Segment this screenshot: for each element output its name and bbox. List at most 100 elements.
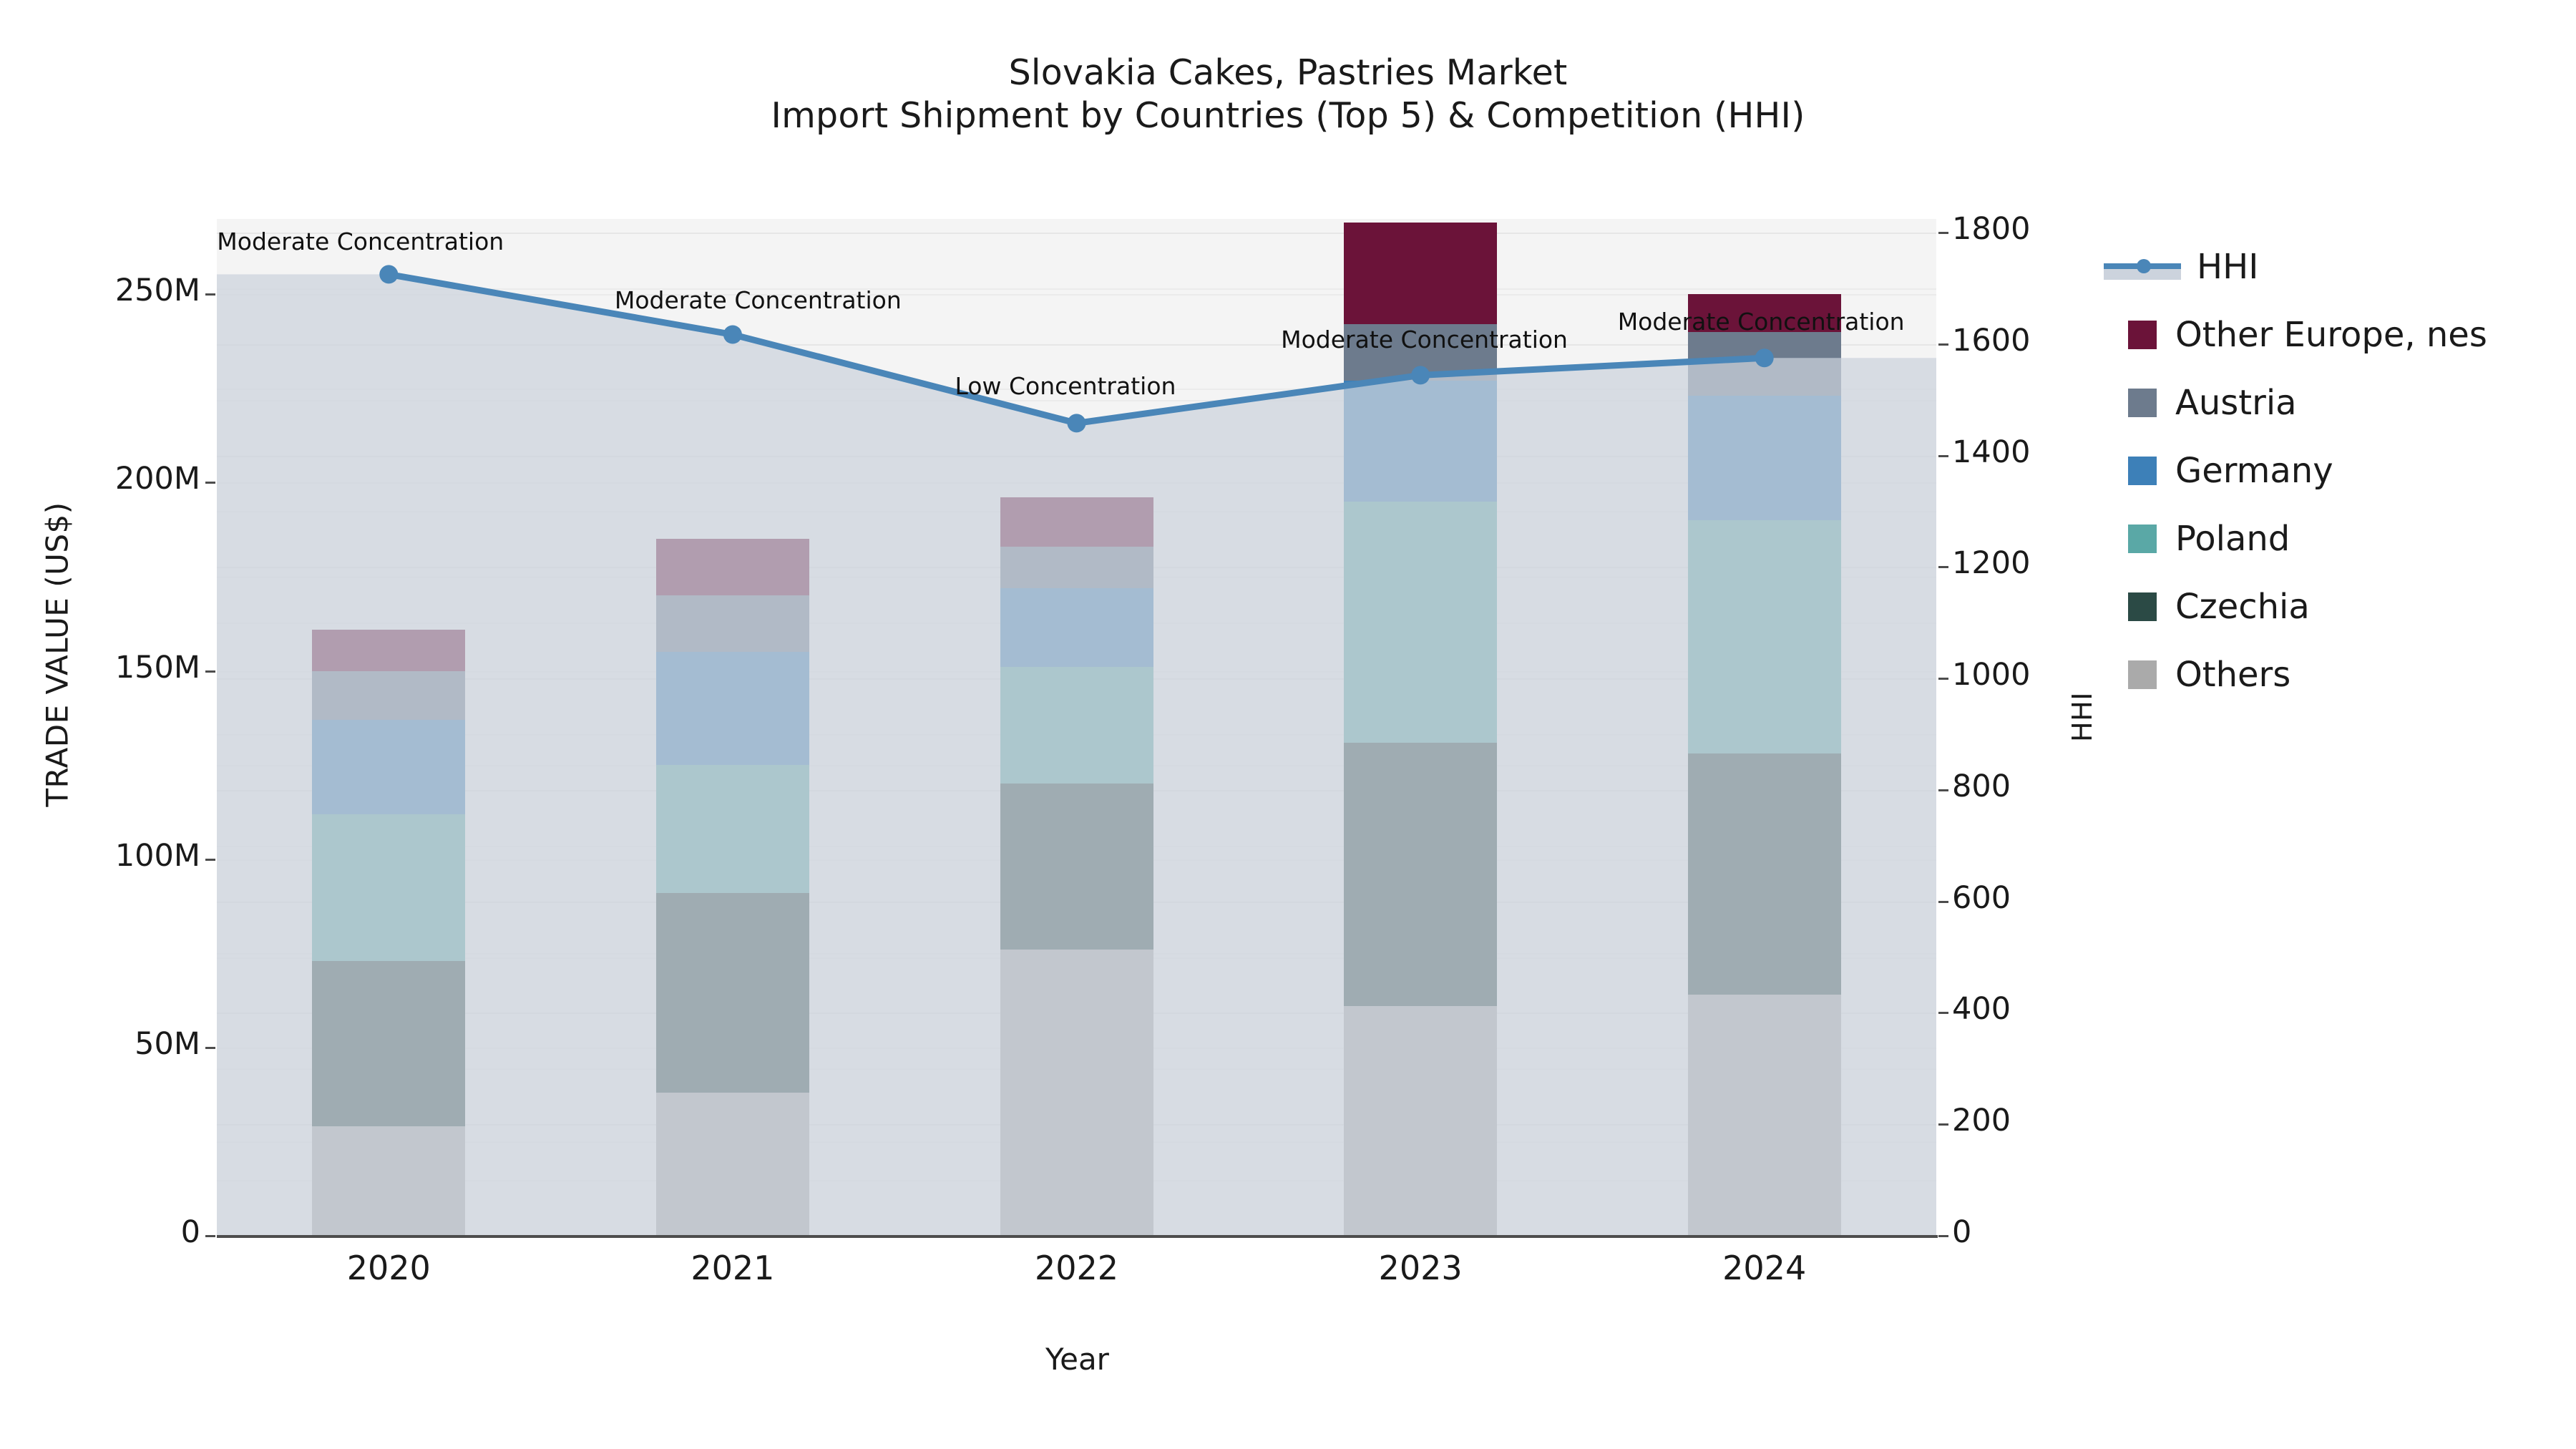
y-axis-right-tick-mark <box>1938 678 1948 680</box>
bar-segment[interactable] <box>655 765 809 894</box>
bar-segment[interactable] <box>1000 784 1153 950</box>
bar-segment[interactable] <box>312 960 466 1127</box>
bar-stack[interactable] <box>312 219 466 1236</box>
bar-segment[interactable] <box>1344 1005 1498 1236</box>
bar-segment[interactable] <box>1687 331 1841 396</box>
legend-item[interactable]: Other Europe, nes <box>2104 301 2562 369</box>
y-axis-right-tick-mark <box>1938 1012 1948 1015</box>
legend-item[interactable]: Austria <box>2104 369 2562 436</box>
bar-stack[interactable] <box>1344 219 1498 1236</box>
y-axis-right-tick-mark <box>1938 1235 1948 1237</box>
legend-color-swatch <box>2128 524 2157 553</box>
y-axis-right-tick-mark <box>1938 900 1948 903</box>
bar-segment[interactable] <box>1000 497 1153 547</box>
legend-item[interactable]: Others <box>2104 640 2562 708</box>
legend-color-swatch <box>2128 660 2157 689</box>
x-axis-tick-label: 2022 <box>1034 1249 1119 1287</box>
bar-segment[interactable] <box>1687 520 1841 754</box>
bar-segment[interactable] <box>655 595 809 653</box>
legend-color-swatch <box>2128 592 2157 621</box>
bar-segment[interactable] <box>1000 546 1153 588</box>
y-axis-left-tick-mark <box>205 1046 215 1049</box>
legend-item-label: Czechia <box>2175 586 2310 627</box>
bar-segment[interactable] <box>312 719 466 814</box>
bar-segment[interactable] <box>312 814 466 961</box>
y-axis-right-tick-label: 400 <box>1952 991 2011 1028</box>
bar-segment[interactable] <box>1344 742 1498 1006</box>
legend-item-label: Germany <box>2175 450 2333 491</box>
y-axis-right-tick-label: 1600 <box>1952 322 2031 358</box>
y-axis-right-tick-mark <box>1938 789 1948 791</box>
y-axis-right-tick-label: 200 <box>1952 1103 2011 1139</box>
legend-item[interactable]: Czechia <box>2104 572 2562 640</box>
y-axis-left-tick-mark <box>205 293 215 296</box>
gridline <box>217 233 1936 234</box>
legend-item-label: Other Europe, nes <box>2175 314 2487 355</box>
concentration-annotation: Moderate Concentration <box>1281 326 1568 353</box>
legend-color-swatch <box>2128 320 2157 349</box>
y-axis-left-tick-label: 250M <box>114 273 200 309</box>
y-axis-right-tick-mark <box>1938 454 1948 457</box>
legend-item-label: Austria <box>2175 382 2297 423</box>
legend: HHI Other Europe, nes Austria Germany Poland… <box>2104 233 2562 708</box>
legend-color-swatch <box>2128 388 2157 417</box>
y-axis-left-tick-mark <box>205 858 215 861</box>
y-axis-left-tick-label: 100M <box>114 837 200 874</box>
bar-segment[interactable] <box>312 670 466 720</box>
bar-segment[interactable] <box>312 1126 466 1236</box>
y-axis-right-tick-mark <box>1938 343 1948 346</box>
bar-segment[interactable] <box>655 893 809 1093</box>
x-axis-tick-label: 2024 <box>1722 1249 1807 1287</box>
x-axis-line <box>217 1235 1938 1238</box>
y-axis-right-tick-mark <box>1938 566 1948 569</box>
y-axis-right-tick-label: 600 <box>1952 879 2011 916</box>
y-axis-right-tick-label: 1400 <box>1952 434 2031 470</box>
legend-item[interactable]: Poland <box>2104 504 2562 572</box>
bar-segment[interactable] <box>655 1093 809 1236</box>
y-axis-right-tick-label: 0 <box>1952 1214 1972 1250</box>
y-axis-left-tick-mark <box>205 1235 215 1237</box>
legend-color-swatch <box>2128 456 2157 485</box>
chart-title-line-1: Slovakia Cakes, Pastries Market <box>1008 52 1568 93</box>
bar-segment[interactable] <box>312 629 466 671</box>
y-axis-right-tick-mark <box>1938 232 1948 234</box>
legend-line-icon <box>2104 253 2181 281</box>
y-axis-right-tick-label: 1800 <box>1952 211 2031 247</box>
bar-segment[interactable] <box>1687 396 1841 521</box>
chart-title-line-2: Import Shipment by Countries (Top 5) & C… <box>771 94 1805 136</box>
bar-segment[interactable] <box>1687 995 1841 1236</box>
concentration-annotation: Moderate Concentration <box>614 286 902 314</box>
x-axis-tick-label: 2020 <box>346 1249 431 1287</box>
y-axis-right-tick-mark <box>1938 1123 1948 1126</box>
y-axis-left-tick-label: 50M <box>135 1025 200 1062</box>
y-axis-left-tick-label: 200M <box>114 461 200 497</box>
x-axis-title: Year <box>1045 1342 1109 1377</box>
bar-segment[interactable] <box>655 539 809 596</box>
concentration-annotation: Moderate Concentration <box>1617 308 1905 336</box>
bar-stack[interactable] <box>655 219 809 1236</box>
y-axis-left-tick-label: 0 <box>180 1214 200 1250</box>
y-axis-left-tick-mark <box>205 482 215 484</box>
legend-item[interactable]: Germany <box>2104 436 2562 504</box>
bar-segment[interactable] <box>1000 667 1153 784</box>
x-axis-tick-label: 2023 <box>1378 1249 1463 1287</box>
bar-stack[interactable] <box>1687 219 1841 1236</box>
y-axis-right-tick-label: 1000 <box>1952 657 2031 693</box>
bar-segment[interactable] <box>655 652 809 766</box>
concentration-annotation: Low Concentration <box>955 372 1176 400</box>
legend-item-label: Poland <box>2175 518 2290 559</box>
bar-segment[interactable] <box>1000 587 1153 668</box>
chart-title: Slovakia Cakes, Pastries Market Import S… <box>0 52 2576 137</box>
bar-segment[interactable] <box>1000 950 1153 1236</box>
x-axis-tick-label: 2021 <box>691 1249 775 1287</box>
bar-segment[interactable] <box>1344 501 1498 743</box>
bar-segment[interactable] <box>1344 223 1498 325</box>
legend-item[interactable]: HHI <box>2104 233 2562 301</box>
y-axis-left-tick-mark <box>205 670 215 673</box>
y-axis-right-tick-label: 1200 <box>1952 545 2031 582</box>
y-axis-left-tick-label: 150M <box>114 649 200 686</box>
legend-item-label: Others <box>2175 654 2291 695</box>
bar-segment[interactable] <box>1687 753 1841 995</box>
bar-segment[interactable] <box>1344 381 1498 502</box>
y-axis-right-tick-label: 800 <box>1952 768 2011 804</box>
